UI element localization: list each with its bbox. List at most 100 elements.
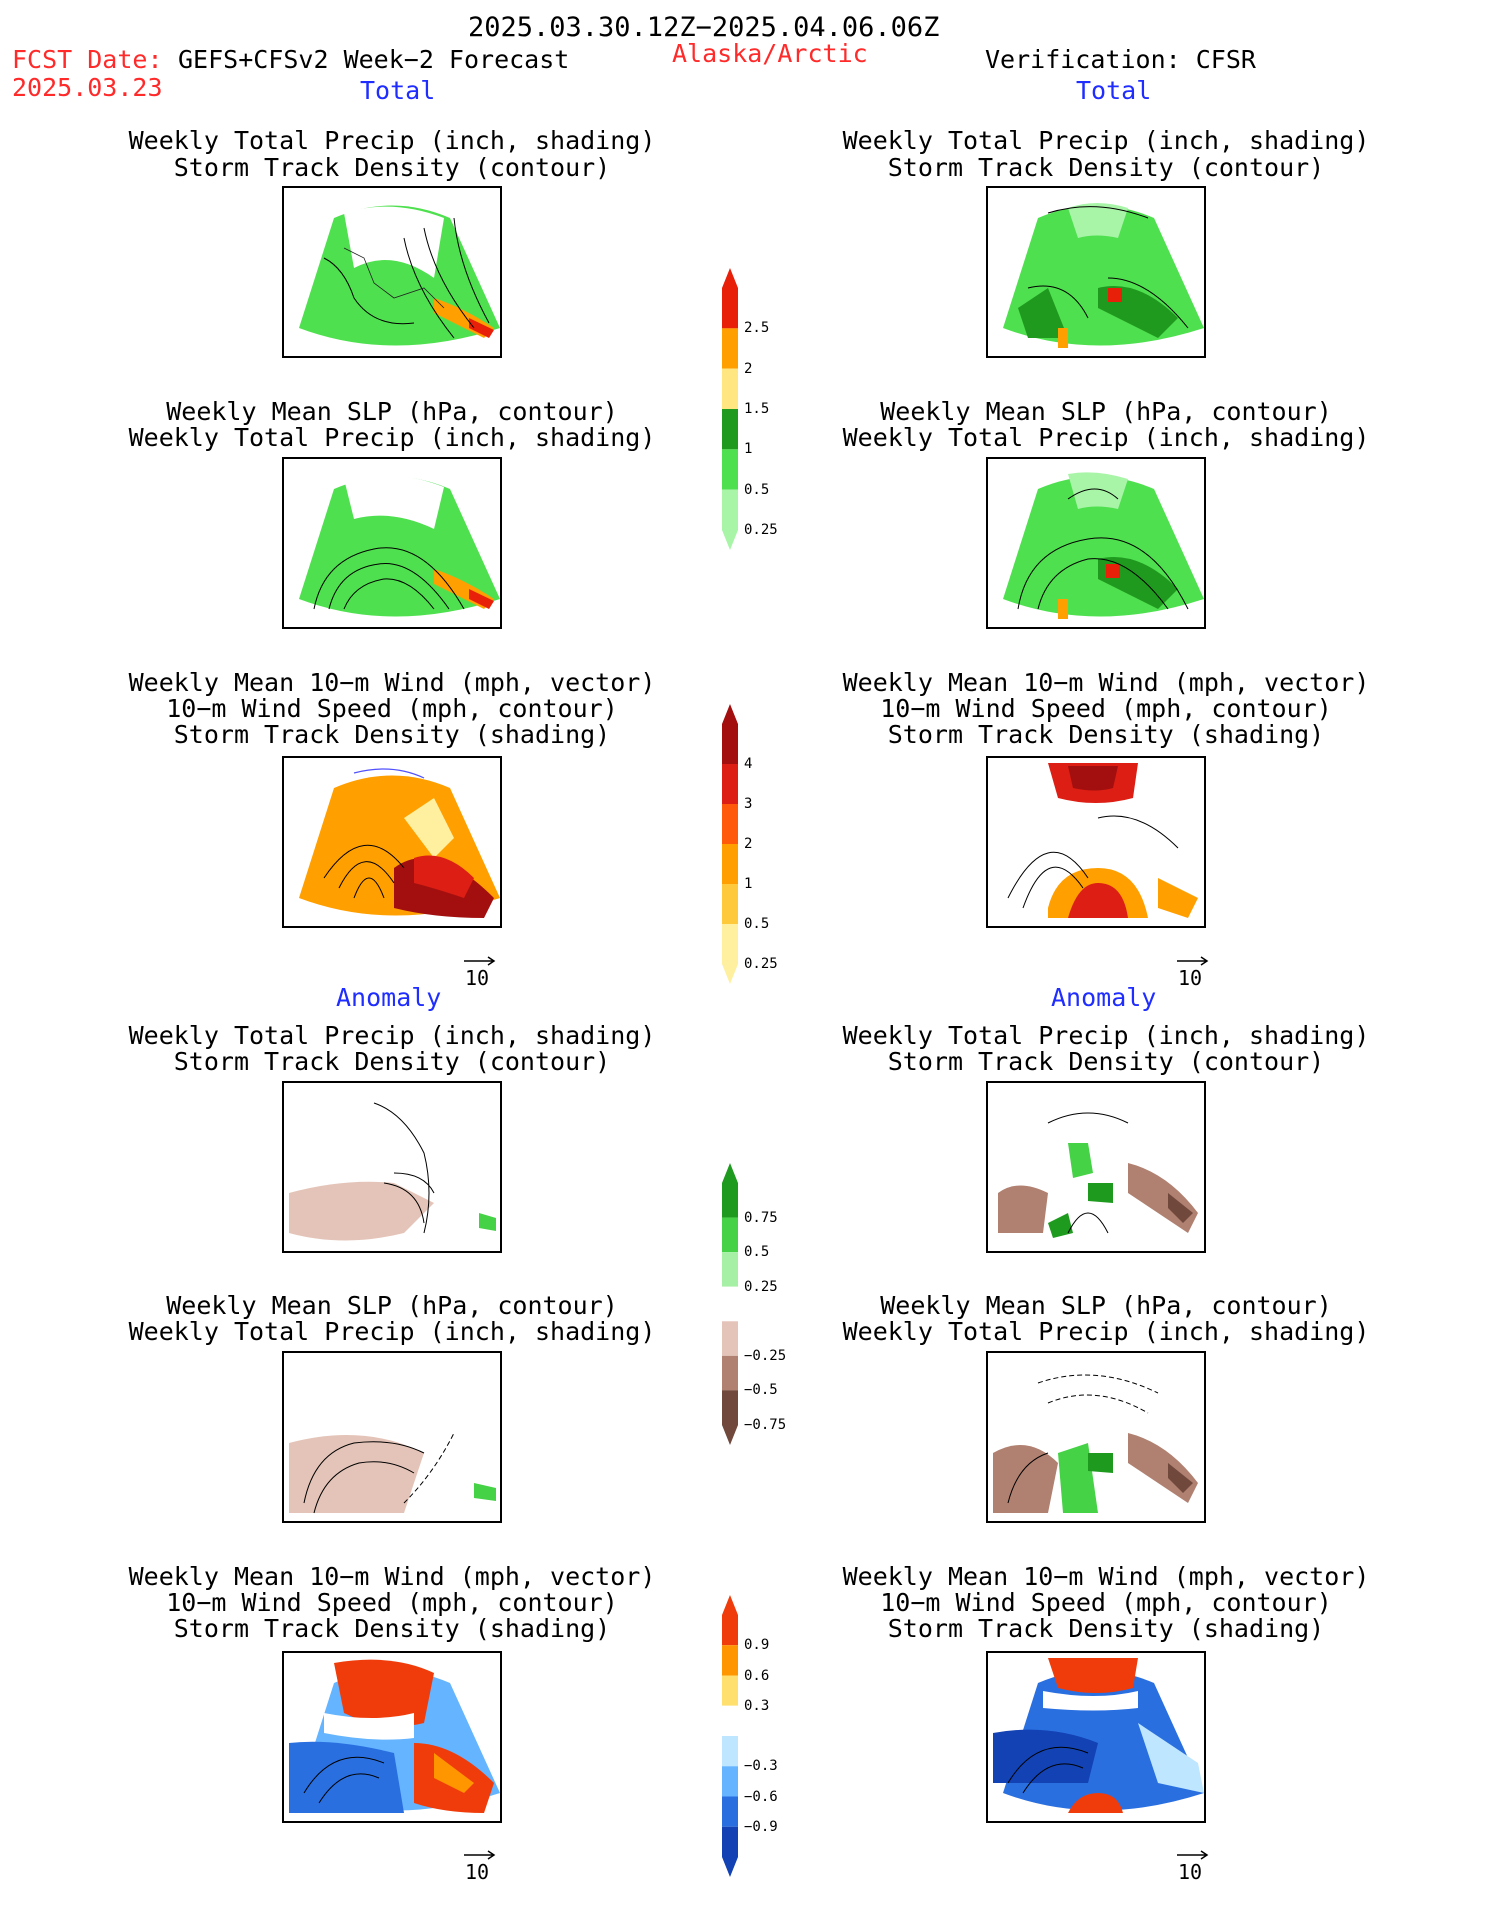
- colorbar-tick-label: 0.6: [744, 1667, 770, 1684]
- title-anom-wind-r3: Storm Track Density (shading): [887, 1614, 1325, 1643]
- colorbar-swatch: [722, 409, 738, 450]
- colorbar-swatch: [722, 268, 738, 329]
- title-anom-wind-l1: Weekly Mean 10−m Wind (mph, vector): [128, 1562, 656, 1591]
- title-wind-l1: Weekly Mean 10−m Wind (mph, vector): [128, 668, 656, 697]
- colorbar-swatch: [722, 1675, 738, 1706]
- title-wind-r3: Storm Track Density (shading): [887, 720, 1325, 749]
- map-panel-anom-slp-verif: [986, 1351, 1206, 1523]
- title-anom-wind-l3: Storm Track Density (shading): [173, 1614, 611, 1643]
- vector-ref-label: 10: [465, 966, 490, 990]
- map-panel-total-precip-fcst: [282, 186, 502, 358]
- colorbar-swatch: [722, 368, 738, 409]
- title-anom-wind-l2: 10−m Wind Speed (mph, contour): [166, 1588, 618, 1617]
- colorbar-swatch: [722, 1645, 738, 1676]
- title-anom-precip-l1: Weekly Total Precip (inch, shading): [128, 1021, 656, 1050]
- colorbar-swatch: [722, 1796, 738, 1827]
- colorbar-swatch: [722, 704, 738, 764]
- title-precip-track-l1: Weekly Total Precip (inch, shading): [128, 126, 656, 155]
- colorbar-tick-label: 1: [744, 876, 753, 892]
- colorbar-swatch: [722, 1321, 738, 1356]
- colorbar-tick-label: 0.3: [744, 1697, 770, 1714]
- colorbar-swatch: [722, 1826, 738, 1877]
- colorbar-track-anom: 0.9 0.6 0.3 −0.3 −0.6 −0.9: [720, 1595, 780, 1877]
- colorbar-swatch: [722, 449, 738, 490]
- colorbar-precip-total: 2.5 2 1.5 1 0.5 0.25: [720, 268, 780, 550]
- colorbar-track-total: 4 3 2 1 0.5 0.25: [720, 704, 780, 984]
- fcst-date-label: FCST Date:: [12, 45, 163, 74]
- colorbar-swatches: [722, 1163, 738, 1445]
- title-slp-precip-l2: Weekly Total Precip (inch, shading): [128, 423, 656, 452]
- map-panel-anom-slp-fcst: [282, 1351, 502, 1523]
- map-panel-total-wind-verif: [986, 756, 1206, 928]
- colorbar-tick-label: 4: [744, 756, 753, 772]
- colorbar-precip-anom: 0.75 0.5 0.25 −0.25 −0.5 −0.75: [720, 1163, 786, 1445]
- vector-ref-label: 10: [1178, 1860, 1203, 1884]
- title-slp-precip-l1: Weekly Mean SLP (hPa, contour): [166, 397, 618, 426]
- colorbar-tick-label: −0.9: [744, 1818, 778, 1835]
- verification-label: Verification: CFSR: [985, 45, 1256, 74]
- colorbar-tick-label: −0.5: [744, 1382, 778, 1399]
- map-panel-anom-wind-fcst: [282, 1651, 502, 1823]
- colorbar-swatch: [722, 1766, 738, 1797]
- colorbar-swatch: [722, 884, 738, 924]
- colorbar-swatch: [722, 1355, 738, 1391]
- colorbar-swatches: [722, 1595, 738, 1877]
- title-wind-r1: Weekly Mean 10−m Wind (mph, vector): [842, 668, 1370, 697]
- colorbar-tick-label: 0.5: [744, 916, 770, 932]
- title-anom-slp-l2: Weekly Total Precip (inch, shading): [128, 1317, 656, 1346]
- colorbar-tick-label: 1.5: [744, 401, 770, 417]
- colorbar-swatch: [722, 844, 738, 884]
- title-anom-precip-r2: Storm Track Density (contour): [887, 1047, 1325, 1076]
- colorbar-tick-label: 3: [744, 796, 753, 812]
- section-total-right: Total: [1076, 76, 1152, 105]
- map-panel-anom-precip-verif: [986, 1081, 1206, 1253]
- title-slp-precip-r1: Weekly Mean SLP (hPa, contour): [880, 397, 1332, 426]
- map-panel-anom-precip-fcst: [282, 1081, 502, 1253]
- colorbar-swatches: [722, 704, 738, 984]
- vector-ref-label: 10: [465, 1860, 490, 1884]
- colorbar-tick-label: 0.25: [744, 522, 778, 538]
- colorbar-tick-label: −0.6: [744, 1788, 778, 1805]
- colorbar-swatch: [722, 764, 738, 804]
- colorbar-tick-label: −0.25: [744, 1347, 787, 1364]
- map-panel-anom-wind-verif: [986, 1651, 1206, 1823]
- title-anom-wind-r2: 10−m Wind Speed (mph, contour): [880, 1588, 1332, 1617]
- section-total-left: Total: [360, 76, 436, 105]
- title-anom-slp-r2: Weekly Total Precip (inch, shading): [842, 1317, 1370, 1346]
- map-panel-total-wind-fcst: [282, 756, 502, 928]
- colorbar-tick-label: 0.5: [744, 1244, 770, 1261]
- colorbar-swatch: [722, 1286, 738, 1322]
- colorbar-tick-label: 0.25: [744, 1278, 778, 1295]
- section-anomaly-left: Anomaly: [336, 983, 442, 1012]
- title-anom-precip-r1: Weekly Total Precip (inch, shading): [842, 1021, 1370, 1050]
- colorbar-swatch: [722, 1163, 738, 1218]
- colorbar-tick-label: −0.3: [744, 1758, 778, 1775]
- colorbar-tick-label: 2.5: [744, 320, 770, 337]
- title-slp-precip-r2: Weekly Total Precip (inch, shading): [842, 423, 1370, 452]
- colorbar-swatch: [722, 804, 738, 844]
- section-anomaly-right: Anomaly: [1051, 983, 1157, 1012]
- title-precip-track-r1: Weekly Total Precip (inch, shading): [842, 126, 1370, 155]
- forecast-period: 2025.03.30.12Z−2025.04.06.06Z: [468, 12, 940, 43]
- colorbar-swatches: [722, 268, 738, 550]
- colorbar-tick-label: 0.5: [744, 481, 770, 498]
- colorbar-swatch: [722, 489, 738, 550]
- colorbar-tick-label: 1: [744, 441, 753, 458]
- colorbar-swatch: [722, 1390, 738, 1445]
- colorbar-swatch: [722, 1705, 738, 1736]
- title-wind-l2: 10−m Wind Speed (mph, contour): [166, 694, 618, 723]
- title-precip-track-r2: Storm Track Density (contour): [887, 153, 1325, 182]
- colorbar-swatch: [722, 1217, 738, 1253]
- map-panel-total-precip-verif: [986, 186, 1206, 358]
- title-anom-precip-l2: Storm Track Density (contour): [173, 1047, 611, 1076]
- title-anom-slp-r1: Weekly Mean SLP (hPa, contour): [880, 1291, 1332, 1320]
- fcst-date-value: 2025.03.23: [12, 73, 163, 102]
- map-panel-total-slp-fcst: [282, 457, 502, 629]
- title-wind-r2: 10−m Wind Speed (mph, contour): [880, 694, 1332, 723]
- colorbar-tick-label: 0.25: [744, 956, 778, 972]
- colorbar-tick-label: −0.75: [744, 1417, 787, 1433]
- colorbar-swatch: [722, 1736, 738, 1767]
- title-wind-l3: Storm Track Density (shading): [173, 720, 611, 749]
- colorbar-tick-label: 2: [744, 360, 753, 377]
- product-name: GEFS+CFSv2 Week−2 Forecast: [178, 45, 570, 74]
